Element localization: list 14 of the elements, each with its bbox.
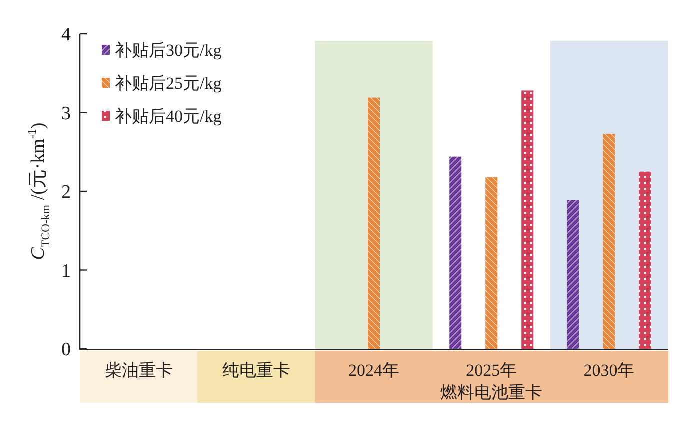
x-tick-label: 纯电重卡 xyxy=(222,361,290,380)
y-tick-label: 2 xyxy=(62,182,71,203)
y-tick-label: 1 xyxy=(62,260,71,282)
x-tick-label: 2025年 xyxy=(466,361,518,380)
x-tick-label: 2024年 xyxy=(348,361,400,380)
x-tick-label: 2030年 xyxy=(584,361,635,380)
y-tick-label: 3 xyxy=(62,103,71,124)
legend-label: 补贴后30元/kg xyxy=(115,41,222,60)
y-tick-label: 4 xyxy=(62,24,72,46)
y-tick-label: 0 xyxy=(62,340,71,360)
text: 燃料电池重卡 xyxy=(440,383,543,402)
x-tick-label: 柴油重卡 xyxy=(104,361,173,380)
legend-label: 补贴后40元/kg xyxy=(115,107,222,126)
legend-label: 补贴后25元/kg xyxy=(115,74,222,93)
